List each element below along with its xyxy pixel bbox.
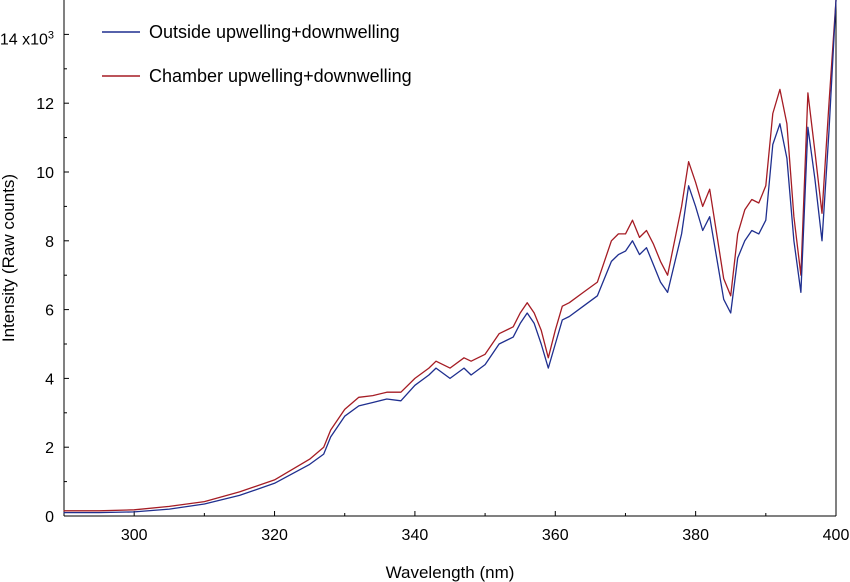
x-tick-label: 300 xyxy=(121,527,148,544)
series-line-outside xyxy=(63,0,837,514)
x-tick-label: 400 xyxy=(823,527,850,544)
x-tick-label: 340 xyxy=(402,527,429,544)
x-tick-label: 360 xyxy=(542,527,569,544)
x-tick-label: 320 xyxy=(261,527,288,544)
y-tick-label: 0 xyxy=(45,509,54,526)
y-scale-exponent: 3 xyxy=(48,29,54,41)
legend-label-chamber: Chamber upwelling+downwelling xyxy=(149,66,412,86)
y-tick-label: 10 xyxy=(36,165,54,182)
series-line-chamber xyxy=(63,0,837,512)
y-tick-label: 6 xyxy=(45,303,54,320)
y-tick-label: 14 x103 xyxy=(0,29,54,48)
series-layer xyxy=(63,0,837,514)
legend: Outside upwelling+downwelling Chamber up… xyxy=(102,22,412,86)
y-tick-label: 2 xyxy=(45,440,54,457)
legend-label-outside: Outside upwelling+downwelling xyxy=(149,22,400,42)
y-tick-label: 12 xyxy=(36,96,54,113)
x-tick-label: 380 xyxy=(682,527,709,544)
y-axis-ticks: 0 2 4 6 8 10 12 14 x103 xyxy=(0,29,69,526)
y-tick-label: 4 xyxy=(45,371,54,388)
y-axis-title: Intensity (Raw counts) xyxy=(0,174,18,342)
y-tick-label: 8 xyxy=(45,234,54,251)
x-axis-title: Wavelength (nm) xyxy=(386,563,515,582)
